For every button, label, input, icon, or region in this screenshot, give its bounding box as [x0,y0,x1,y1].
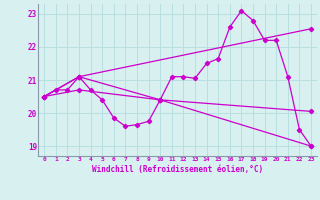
X-axis label: Windchill (Refroidissement éolien,°C): Windchill (Refroidissement éolien,°C) [92,165,263,174]
